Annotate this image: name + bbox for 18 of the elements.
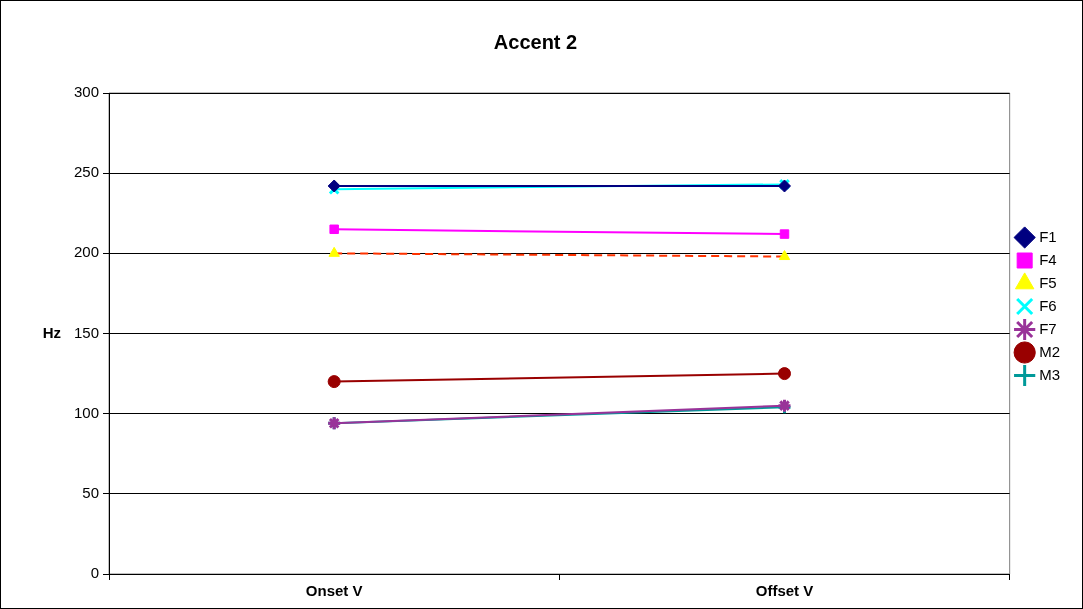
y-axis-title: Hz <box>42 323 61 341</box>
legend-label: M2 <box>1039 342 1061 360</box>
y-tick-label: 250 <box>73 163 99 181</box>
legend-label: F6 <box>1039 296 1057 314</box>
y-tick-label: 100 <box>73 403 99 421</box>
legend-label: F5 <box>1039 273 1057 291</box>
x-tick-label: Offset V <box>755 582 814 600</box>
y-tick-label: 300 <box>73 83 99 101</box>
legend-label: F7 <box>1039 319 1057 337</box>
y-tick-label: 0 <box>90 564 99 582</box>
x-tick-label: Onset V <box>305 582 363 600</box>
y-tick-label: 150 <box>73 323 99 341</box>
legend-label: F4 <box>1039 250 1057 268</box>
legend-label: M3 <box>1039 365 1061 383</box>
y-tick-label: 50 <box>82 483 99 501</box>
legend-label: F1 <box>1039 227 1057 245</box>
chart-title: Accent 2 <box>493 30 578 53</box>
y-tick-label: 200 <box>73 243 99 261</box>
